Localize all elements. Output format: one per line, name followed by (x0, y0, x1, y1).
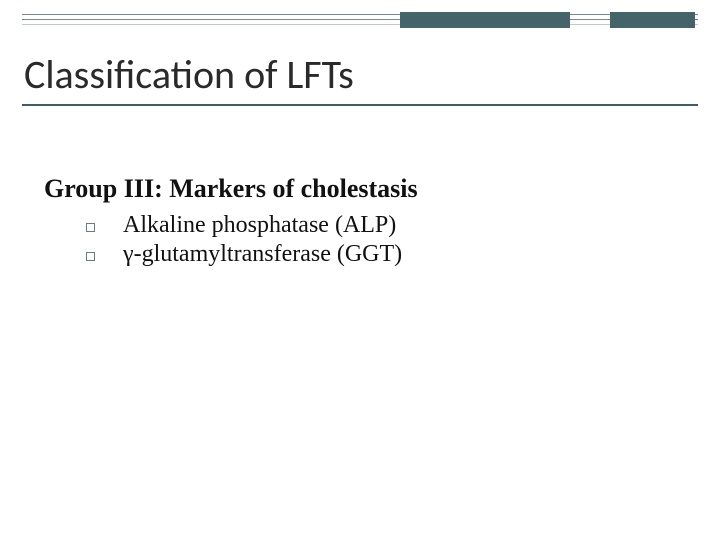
bullet-square-icon (86, 223, 95, 232)
header-line (22, 14, 698, 15)
slide: Classification of LFTs Group III: Marker… (0, 0, 720, 540)
title-underline (22, 104, 698, 106)
slide-subtitle: Group III: Markers of cholestasis (44, 174, 418, 204)
header-line (22, 19, 698, 20)
header-block (400, 12, 570, 28)
bullet-text: Alkaline phosphatase (ALP) (123, 212, 396, 239)
header-block (610, 12, 695, 28)
bullet-text: γ-glutamyltransferase (GGT) (123, 241, 402, 268)
list-item: Alkaline phosphatase (ALP) (86, 212, 402, 239)
list-item: γ-glutamyltransferase (GGT) (86, 241, 402, 268)
bullet-square-icon (86, 252, 95, 261)
bullet-list: Alkaline phosphatase (ALP) γ-glutamyltra… (86, 212, 402, 270)
header-line (22, 24, 698, 25)
slide-title: Classification of LFTs (24, 50, 354, 99)
